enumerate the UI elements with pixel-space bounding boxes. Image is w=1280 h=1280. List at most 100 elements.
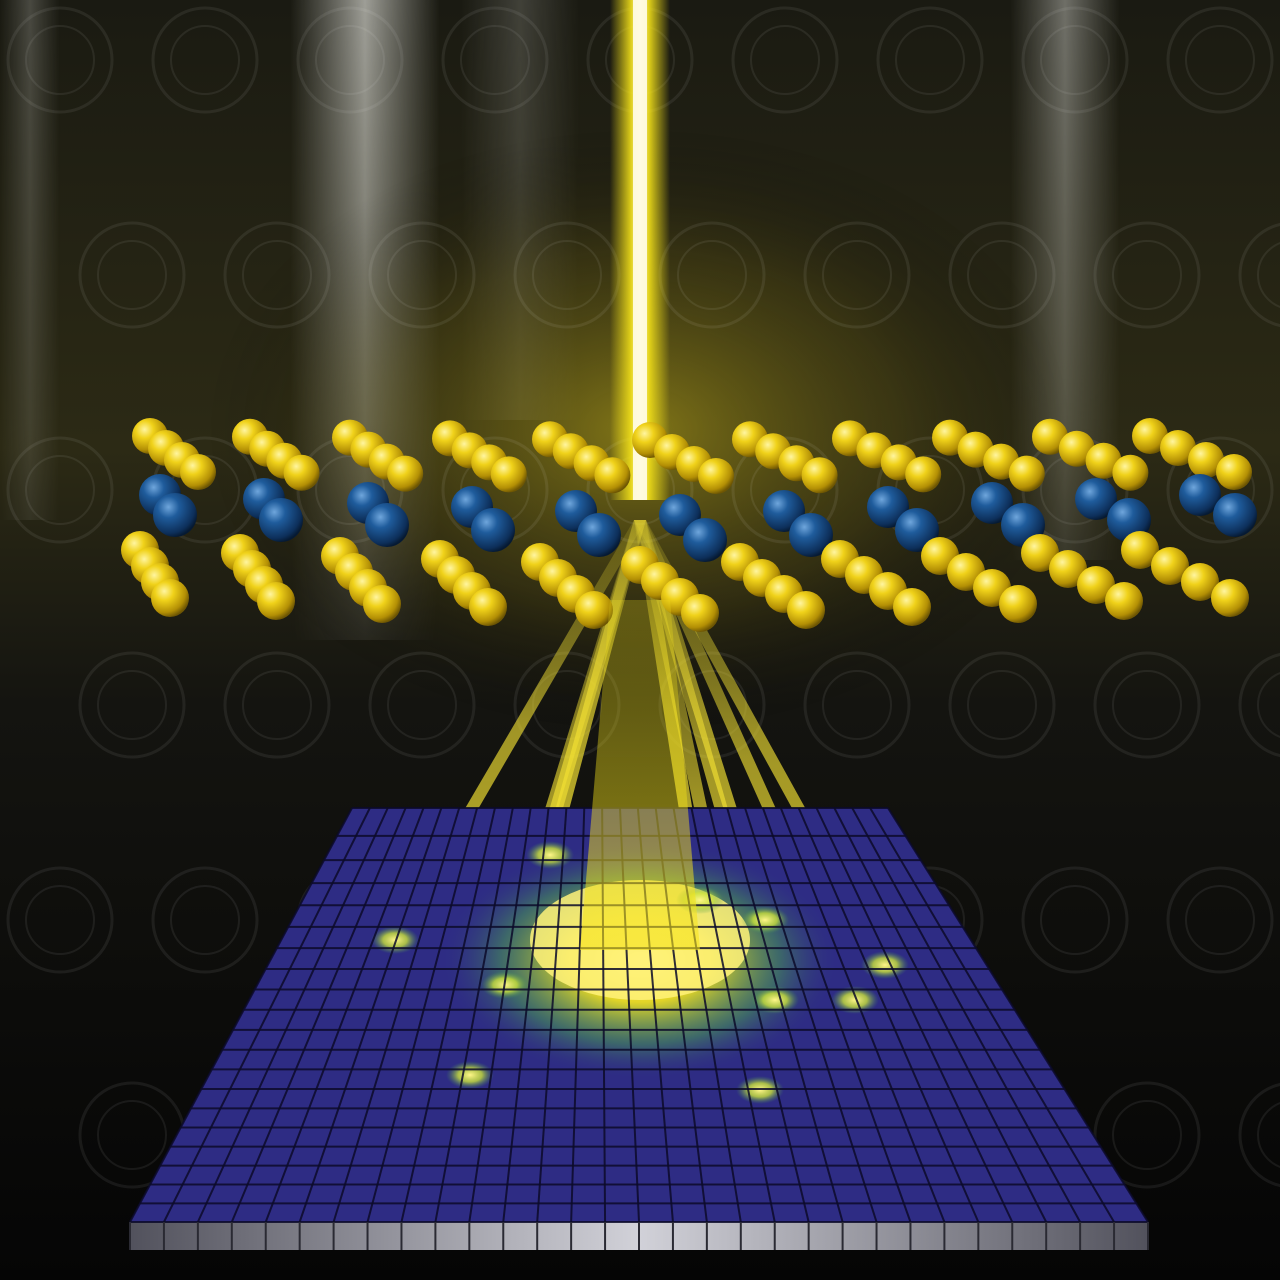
- watermark-seal: [223, 221, 331, 329]
- gold-atom: [1132, 418, 1168, 454]
- grid-column-line: [887, 807, 1149, 1223]
- gold-atom: [1121, 531, 1159, 569]
- detector-grid: [129, 807, 1149, 1250]
- watermark-seal: [1166, 6, 1274, 114]
- grid-column-line: [129, 807, 353, 1223]
- gold-atom: [387, 455, 424, 492]
- blue-atom: [895, 508, 939, 552]
- watermark-seal: [78, 221, 186, 329]
- blue-atom: [471, 508, 515, 552]
- watermark-seal: [6, 436, 114, 544]
- diffraction-spot: [526, 841, 574, 869]
- gold-atom: [594, 457, 631, 494]
- watermark-seal: [296, 6, 404, 114]
- blue-atom: [259, 498, 303, 542]
- grid-column-line: [869, 807, 1115, 1223]
- gold-atom: [257, 582, 295, 620]
- grid-column-line: [833, 807, 1048, 1223]
- gold-atom: [1077, 566, 1115, 604]
- grid-column-line: [502, 807, 550, 1223]
- blue-atom: [1213, 493, 1257, 537]
- watermark-seal: [803, 651, 911, 759]
- watermark-seal: [1166, 436, 1274, 544]
- watermark-seal: [1021, 866, 1129, 974]
- gold-atom: [1160, 430, 1196, 466]
- grid-column-line: [366, 807, 479, 1223]
- gold-atom: [1211, 579, 1249, 617]
- blue-atom: [577, 513, 621, 557]
- gold-atom: [1058, 430, 1095, 467]
- gold-atom: [1216, 454, 1252, 490]
- gold-atom: [1181, 563, 1219, 601]
- watermark-seal: [1021, 6, 1129, 114]
- gold-atom: [681, 594, 719, 632]
- diffraction-spot: [736, 1076, 784, 1104]
- gold-atom: [801, 457, 838, 494]
- gold-atom: [1085, 442, 1122, 479]
- central-cone: [580, 600, 700, 950]
- gold-atom: [787, 591, 825, 629]
- watermark-seal: [876, 6, 984, 114]
- watermark-seal: [1093, 1081, 1201, 1189]
- watermark-seal: [1093, 651, 1201, 759]
- gold-atom: [1188, 442, 1224, 478]
- gold-atom: [698, 458, 734, 494]
- grid-column-line: [797, 807, 980, 1223]
- grid-column-line: [264, 807, 425, 1223]
- watermark-seal: [1166, 866, 1274, 974]
- watermark-seal: [151, 866, 259, 974]
- diffraction-spot: [741, 906, 789, 934]
- watermark-seal: [151, 6, 259, 114]
- gold-atom: [180, 454, 216, 490]
- watermark-seal: [803, 221, 911, 329]
- gold-atom: [999, 585, 1037, 623]
- watermark-seal: [948, 651, 1056, 759]
- gold-atom: [1008, 455, 1045, 492]
- gold-atom: [469, 588, 507, 626]
- watermark-seal: [1093, 221, 1201, 329]
- blue-atom: [1075, 478, 1117, 520]
- blue-atom: [365, 503, 409, 547]
- grid-column-line: [779, 807, 946, 1223]
- gold-atom: [1049, 550, 1087, 588]
- blue-atom: [867, 486, 909, 528]
- grid-column-line: [230, 807, 407, 1223]
- watermark-seal: [1238, 222, 1280, 328]
- blue-atom: [1179, 474, 1221, 516]
- diffraction-spot: [446, 1061, 494, 1089]
- grid-column-line: [744, 807, 878, 1223]
- grid-column-line: [332, 807, 461, 1223]
- gold-atom: [363, 585, 401, 623]
- gold-atom: [1105, 582, 1143, 620]
- gold-atom: [1151, 547, 1189, 585]
- gold-atom: [283, 454, 320, 491]
- gold-atom: [893, 588, 931, 626]
- blue-atom: [683, 518, 727, 562]
- watermark-seal: [6, 6, 114, 114]
- watermark-seal: [731, 6, 839, 114]
- crystal-lattice: [121, 418, 1257, 632]
- grid-column-line: [298, 807, 443, 1223]
- watermark-seal: [368, 651, 476, 759]
- grid-column-line: [400, 807, 496, 1223]
- gold-atom: [1021, 534, 1059, 572]
- gold-atom: [1032, 418, 1068, 455]
- watermark-seal: [368, 221, 476, 329]
- diffraction-spot: [831, 986, 879, 1014]
- gold-atom: [151, 579, 189, 617]
- grid-column-line: [536, 807, 568, 1223]
- watermark-seal: [948, 221, 1056, 329]
- grid-column-line: [761, 807, 912, 1223]
- watermark-seal: [441, 6, 549, 114]
- watermark-seal: [6, 866, 114, 974]
- diffraction-spot: [371, 926, 419, 954]
- gold-atom: [1112, 454, 1149, 491]
- gold-atom: [575, 591, 613, 629]
- blue-atom: [789, 513, 833, 557]
- gold-atom: [490, 456, 527, 493]
- pixel-detector: [129, 807, 1149, 1250]
- incident-beam: [610, 0, 670, 500]
- grid-column-line: [851, 807, 1082, 1223]
- blue-atom: [971, 482, 1013, 524]
